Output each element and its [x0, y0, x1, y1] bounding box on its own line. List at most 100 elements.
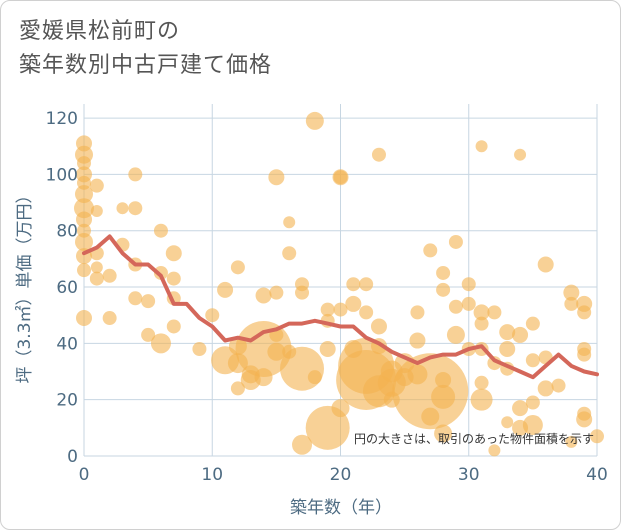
data-point: [514, 148, 527, 161]
data-point: [333, 302, 348, 317]
x-tick-label: 40: [586, 465, 608, 485]
data-point: [512, 326, 529, 343]
data-point: [565, 435, 578, 448]
data-point: [268, 169, 285, 186]
data-point: [331, 399, 350, 418]
data-point: [283, 216, 296, 229]
data-point: [577, 305, 592, 320]
data-point: [487, 305, 502, 320]
data-point: [370, 318, 387, 335]
data-point: [166, 271, 181, 286]
data-point: [153, 265, 168, 280]
data-point: [305, 111, 324, 130]
data-point: [446, 325, 465, 344]
data-point: [280, 346, 325, 391]
data-point: [359, 277, 374, 292]
x-tick-labels: 0 10 20 30 40: [79, 465, 608, 485]
data-point: [551, 378, 566, 393]
data-point: [230, 381, 245, 396]
data-point: [345, 295, 362, 312]
x-tick-label: 0: [79, 465, 90, 485]
data-point: [448, 234, 463, 249]
bubbles: [74, 111, 604, 457]
data-point: [499, 324, 516, 341]
data-point: [590, 429, 604, 444]
data-point: [128, 167, 143, 182]
data-point: [461, 296, 476, 311]
data-point: [512, 400, 529, 417]
data-point: [537, 380, 554, 397]
data-point: [537, 256, 554, 273]
y-tick-label: 120: [46, 109, 78, 129]
y-tick-label: 60: [56, 278, 78, 298]
data-point: [431, 384, 456, 409]
chart-title: 愛媛県松前町の 築年数別中古戸建て価格: [19, 15, 272, 83]
data-point: [254, 368, 273, 387]
data-point: [525, 316, 540, 331]
data-point: [89, 178, 104, 193]
data-point: [473, 304, 490, 321]
data-point: [89, 271, 104, 286]
data-point: [522, 415, 543, 436]
data-point: [576, 411, 593, 428]
x-tick-label: 30: [458, 465, 480, 485]
data-point: [577, 347, 592, 362]
data-point: [423, 243, 438, 258]
data-point: [319, 340, 336, 357]
data-point: [74, 198, 94, 219]
chart-title-line1: 愛媛県松前町の: [19, 19, 181, 44]
data-point: [76, 310, 92, 327]
y-tick-label: 20: [56, 391, 78, 411]
trend-line: [82, 234, 599, 380]
data-point: [77, 156, 91, 171]
data-point: [392, 353, 469, 430]
data-point: [307, 370, 322, 385]
data-point: [90, 205, 103, 218]
data-point: [217, 281, 234, 298]
data-point: [475, 140, 488, 153]
data-point: [488, 444, 501, 457]
data-point: [525, 353, 540, 368]
data-point: [487, 356, 502, 371]
data-point: [205, 308, 220, 323]
data-point: [102, 311, 117, 326]
data-point: [230, 260, 245, 275]
y-tick-labels: 0 20 40 60 80 100 120: [46, 109, 78, 467]
data-point: [116, 202, 129, 215]
data-point: [501, 416, 514, 429]
data-point: [292, 434, 313, 455]
data-point: [333, 170, 348, 185]
data-point: [77, 263, 91, 278]
data-point: [76, 211, 92, 228]
data-point: [192, 341, 207, 356]
data-point: [255, 287, 272, 304]
y-tick-label: 100: [46, 165, 78, 185]
y-tick-label: 80: [56, 222, 78, 242]
data-point: [435, 371, 452, 388]
y-axis-title: 坪（3.3㎡）単価（万円）: [15, 186, 35, 383]
data-point: [128, 291, 143, 306]
data-point: [436, 282, 451, 297]
data-point: [434, 424, 453, 443]
data-point: [141, 294, 156, 309]
data-point: [75, 232, 93, 251]
x-tick-label: 10: [201, 465, 223, 485]
chart-title-line2: 築年数別中古戸建て価格: [19, 53, 273, 78]
y-tick-label: 0: [67, 447, 78, 467]
data-point: [320, 302, 335, 317]
data-point: [474, 375, 489, 390]
x-tick-label: 20: [330, 465, 352, 485]
size-note: 円の大きさは、取引のあった物件面積を示す: [354, 431, 594, 446]
data-point: [295, 285, 310, 300]
data-point: [346, 277, 361, 292]
data-point: [409, 332, 426, 349]
data-point: [102, 268, 117, 283]
data-point: [90, 261, 103, 274]
data-point: [153, 223, 168, 238]
data-point: [499, 340, 516, 357]
data-point: [282, 246, 297, 261]
data-point: [461, 277, 476, 292]
data-point: [474, 316, 489, 331]
data-point: [448, 299, 463, 314]
